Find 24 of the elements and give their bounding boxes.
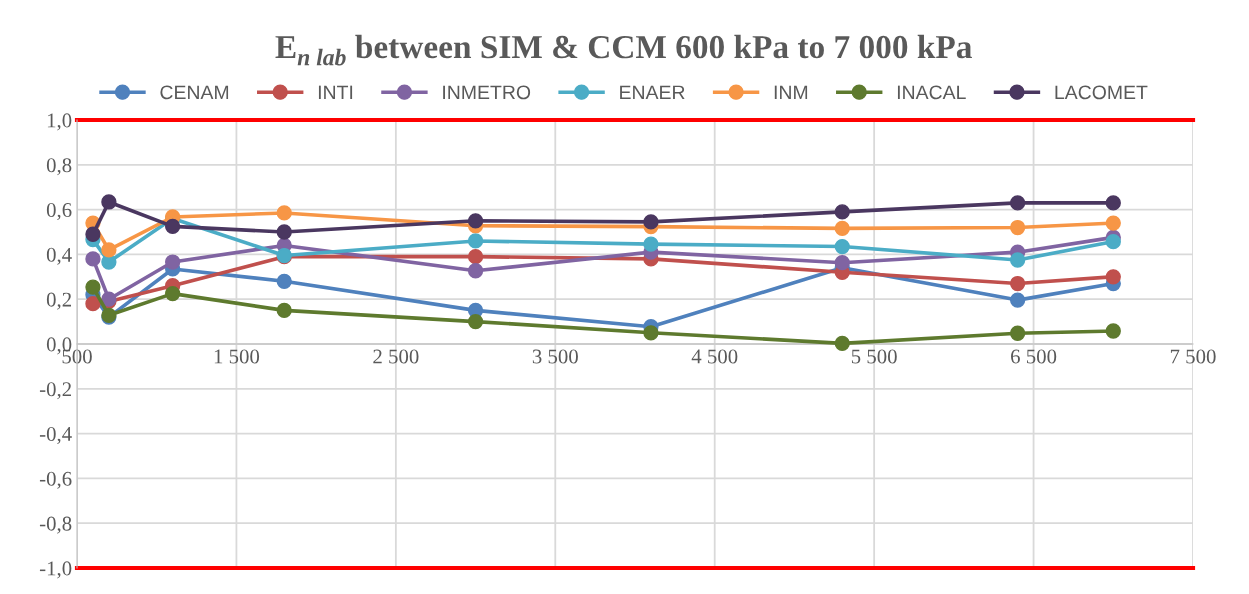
legend-label: CENAM [160, 85, 229, 100]
y-tick-label: 0,8 [46, 158, 72, 176]
y-tick-label: -1,0 [39, 561, 72, 579]
x-tick-label: 7 500 [1170, 349, 1216, 364]
legend-label: LACOMET [1055, 85, 1148, 100]
legend-label: INM [774, 85, 808, 100]
y-tick-label: -0,8 [39, 516, 72, 534]
y-tick-label: 1,0 [47, 113, 72, 131]
legend-label: INACAL [897, 85, 966, 100]
y-tick-label: 0,2 [46, 292, 71, 310]
y-tick-label: 0,4 [46, 247, 72, 265]
x-tick-label: 2 500 [373, 349, 419, 364]
x-tick-label: 5 500 [851, 349, 897, 364]
x-tick-label: 3 500 [532, 349, 578, 364]
y-tick-label: -0,2 [39, 382, 71, 400]
legend-label: INMETRO [443, 85, 531, 100]
legend-label: ENAER [620, 85, 685, 100]
y-tick-label: -0,6 [39, 471, 72, 489]
y-tick-label: -0,4 [39, 426, 72, 445]
x-tick-label: 6 500 [1011, 349, 1057, 364]
y-tick-label: 0,6 [46, 202, 72, 221]
x-tick-label: 1 500 [214, 349, 260, 364]
legend-label: INTI [318, 85, 353, 100]
x-tick-label: 4 500 [691, 349, 738, 364]
